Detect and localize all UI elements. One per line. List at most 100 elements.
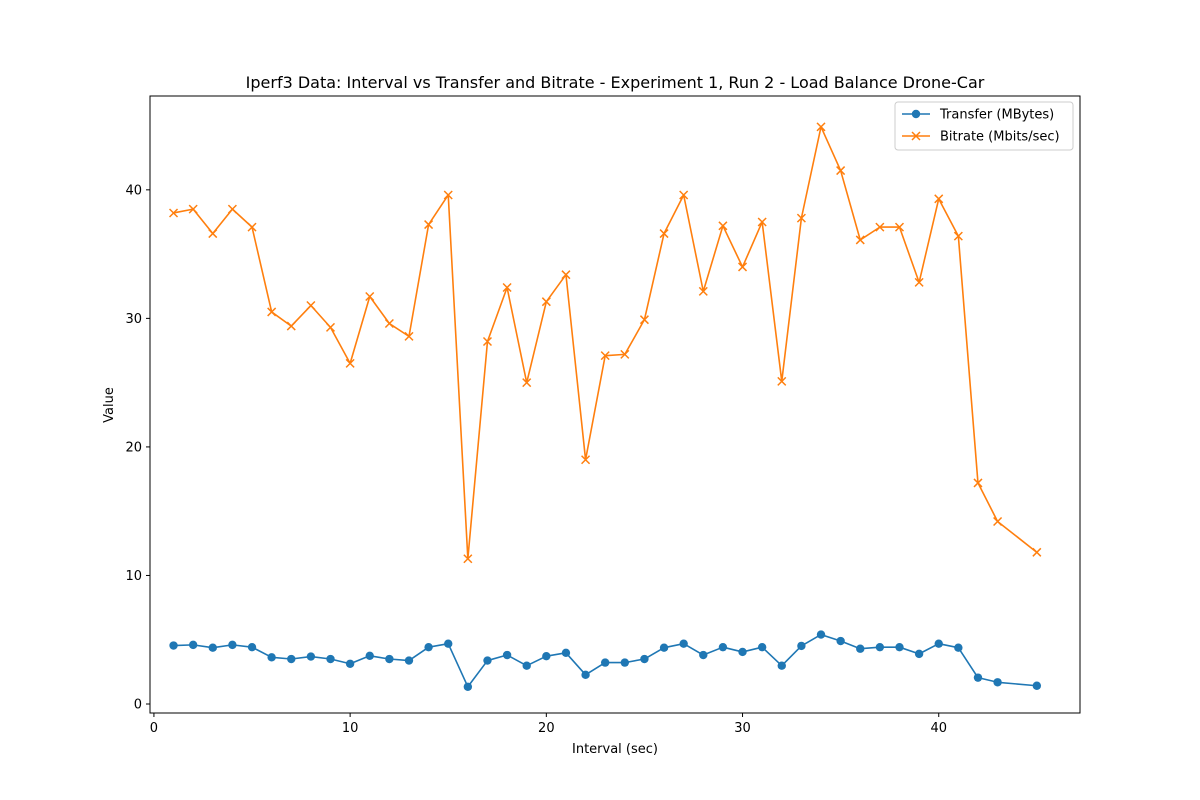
transfer-point [934, 639, 943, 648]
bitrate-point [698, 286, 708, 296]
x-marker-stroke [463, 554, 473, 564]
transfer-point [718, 642, 728, 652]
transfer-point [581, 670, 590, 680]
transfer-point [385, 654, 394, 664]
bitrate-point [914, 277, 924, 287]
x-marker-stroke [639, 315, 649, 325]
bitrate-point [286, 321, 296, 331]
x-marker-stroke [306, 300, 316, 311]
bitrate-point [404, 331, 414, 341]
x-tick-label: 40 [930, 721, 947, 736]
x-marker-stroke [267, 307, 277, 317]
x-marker-stroke [836, 166, 846, 176]
bitrate-point [855, 235, 865, 245]
transfer-point [993, 678, 1002, 687]
transfer-point [836, 636, 845, 646]
transfer-point [875, 642, 885, 652]
x-marker-stroke [875, 222, 885, 232]
transfer-point [522, 661, 531, 670]
x-marker-stroke [502, 282, 512, 293]
x-marker-stroke [404, 331, 414, 341]
transfer-point [561, 648, 571, 658]
x-tick-label: 0 [150, 721, 158, 736]
y-axis: 0 10 20 30 40 [125, 183, 150, 713]
transfer-point [640, 654, 649, 664]
legend-marker [911, 131, 921, 141]
bitrate-point [894, 222, 905, 232]
transfer-point [365, 651, 374, 660]
bitrate-point [777, 376, 787, 386]
y-tick-label: 40 [125, 183, 142, 198]
chart-title: Iperf3 Data: Interval vs Transfer and Bi… [246, 73, 985, 92]
transfer-point [169, 641, 178, 650]
x-tick-label: 30 [734, 721, 751, 736]
x-marker-stroke [855, 235, 865, 245]
bitrate-point [561, 270, 571, 280]
bitrate-point [639, 315, 649, 325]
bitrate-point [718, 221, 728, 231]
x-marker-stroke [482, 336, 492, 347]
x-marker-stroke [698, 286, 708, 296]
bitrate-point [345, 358, 355, 368]
transfer-point [502, 650, 512, 660]
x-marker-stroke [522, 378, 532, 388]
x-marker-stroke [384, 318, 394, 329]
x-tick-label: 20 [538, 721, 555, 736]
bitrate-point [247, 222, 257, 232]
transfer-point [424, 642, 433, 652]
bitrate-point [306, 300, 316, 311]
transfer-point [914, 649, 924, 659]
transfer-point [757, 642, 767, 652]
bitrate-point [365, 291, 375, 302]
transfer-point [208, 643, 217, 652]
x-marker-stroke [796, 213, 806, 223]
transfer-point [895, 642, 904, 652]
legend-label: Bitrate (Mbits/sec) [940, 130, 1060, 145]
x-marker-stroke [973, 478, 983, 488]
bitrate-point [424, 220, 434, 230]
bitrate-point [581, 455, 591, 465]
transfer-point [463, 682, 473, 691]
transfer-point [345, 659, 355, 668]
bitrate-point [993, 516, 1003, 527]
y-tick-label: 0 [134, 698, 142, 713]
y-tick-label: 30 [125, 312, 142, 327]
bitrate-point [188, 204, 198, 214]
x-marker-stroke [738, 262, 748, 272]
x-marker-stroke [953, 231, 963, 241]
bitrate-point [816, 122, 826, 132]
bitrate-point [796, 213, 806, 223]
x-marker-stroke [561, 270, 571, 280]
x-marker-stroke [247, 222, 257, 232]
x-marker-stroke [1032, 547, 1042, 557]
transfer-point [679, 639, 688, 648]
transfer-point [659, 643, 669, 652]
y-tick-label: 20 [125, 440, 142, 455]
x-marker-stroke [993, 516, 1003, 527]
transfer-point [326, 654, 335, 664]
bitrate-point [934, 194, 944, 204]
x-marker-stroke [188, 204, 198, 214]
bitrate-point [443, 190, 453, 200]
transfer-point [287, 654, 296, 664]
y-tick-label: 10 [125, 569, 142, 584]
bitrate-point [659, 229, 669, 239]
bitrate-point [227, 204, 237, 214]
bitrate-point [1032, 547, 1042, 557]
legend-marker [911, 109, 921, 119]
transfer-point [973, 673, 983, 682]
x-marker-stroke [443, 190, 453, 200]
transfer-point [1032, 681, 1042, 690]
transfer-point [483, 656, 492, 665]
x-marker-stroke [777, 376, 787, 386]
x-marker-stroke [757, 217, 767, 227]
x-marker-stroke [581, 455, 591, 465]
transfer-point [954, 643, 963, 652]
x-marker-stroke [227, 204, 237, 214]
x-marker-stroke [365, 291, 375, 302]
transfer-point [267, 653, 276, 662]
x-marker-stroke [325, 322, 336, 332]
x-marker-stroke [718, 221, 728, 231]
y-axis-label: Value [102, 387, 117, 423]
